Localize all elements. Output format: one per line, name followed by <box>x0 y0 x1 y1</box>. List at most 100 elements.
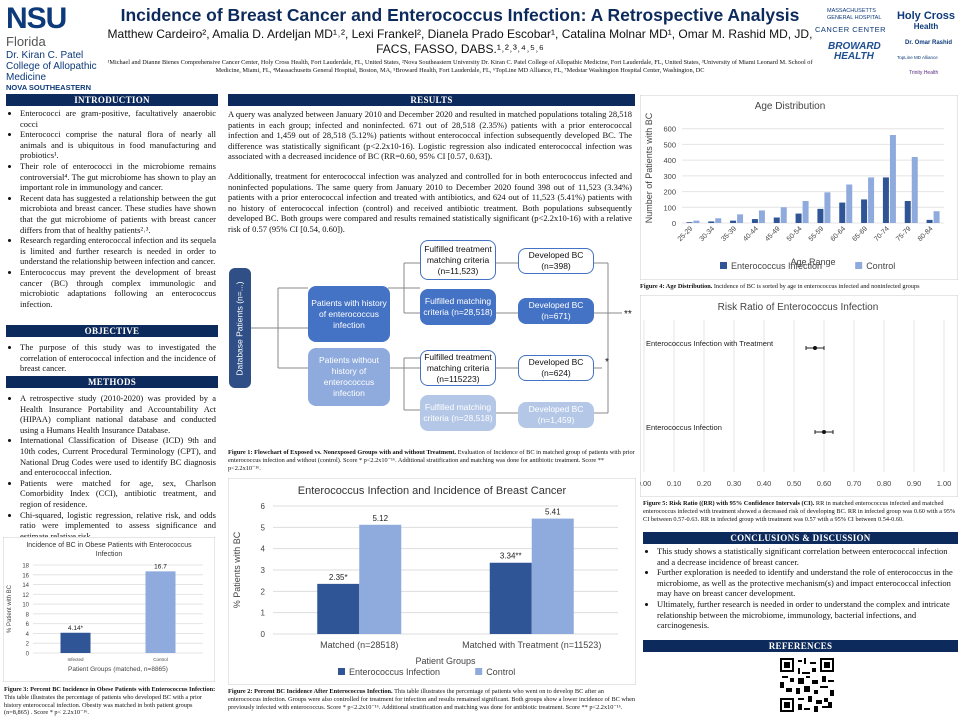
results-heading: RESULTS <box>228 94 635 106</box>
list-item: The purpose of this study was to investi… <box>20 342 216 374</box>
chart-title: Infection <box>96 551 123 558</box>
y-tick-label: 14 <box>22 583 29 589</box>
chart-frame <box>640 95 958 280</box>
legend-label: Control <box>486 667 515 677</box>
y-tick-label: 6 <box>261 502 266 511</box>
flow-bc1-node: Developed BC (n=398) <box>518 248 594 274</box>
data-label: 3.34** <box>500 552 522 561</box>
legend-swatch <box>475 668 483 675</box>
bar <box>882 177 889 223</box>
x-tick-label: 0.80 <box>877 479 892 488</box>
y-tick-label: 100 <box>663 203 676 212</box>
bar <box>802 201 809 223</box>
fig5-caption: Figure 5: Risk Ratio ((RR) with 95% Conf… <box>643 500 957 523</box>
references-heading: REFERENCES <box>643 640 958 652</box>
conclusions-heading: CONCLUSIONS & DISCUSSION <box>643 532 958 544</box>
broward-health: HEALTH <box>834 51 874 62</box>
college-name: Dr. Kiran C. Patel College of Allopathic… <box>6 50 97 83</box>
y-tick-label: Enterococcus Infection <box>646 423 722 432</box>
fig1-caption-text: Evaluation of Incidence of BC in matched… <box>228 449 635 472</box>
bar <box>817 208 824 223</box>
flow-bc4-node: Developed BC (n=1,459) <box>518 402 594 428</box>
topline-name: TopLine MD Alliance <box>897 55 938 60</box>
fig3-caption-title: Figure 3: Percent BC Incidence in Obese … <box>4 686 216 693</box>
poster-authors: Matthew Cardeiro², Amalia D. Ardeljan MD… <box>107 27 813 56</box>
x-tick-label: 0.40 <box>757 479 772 488</box>
fig4-chart: Age Distribution 0 100 200 300 400 500 600 Numbe… <box>640 95 958 280</box>
y-tick-label: 12 <box>22 593 29 599</box>
x-axis-label: Age Range <box>790 257 835 267</box>
y-tick-label: 8 <box>26 612 30 618</box>
fig4-caption-text: Incidence of BC is sorted by age in ente… <box>712 283 920 290</box>
y-tick-label: 400 <box>663 156 676 165</box>
x-tick-label: 0.70 <box>847 479 862 488</box>
list-item: Enterococcus may prevent the development… <box>20 267 216 309</box>
x-tick-label: Infected <box>67 657 84 662</box>
poster-title: Incidence of Breast Cancer and Enterococ… <box>120 5 800 25</box>
list-item: Patients were matched for age, sex, Char… <box>20 478 216 510</box>
y-tick-label: Enterococcus Infection with Treatment <box>646 339 774 348</box>
list-item: Chi-squared, logistic regression, relati… <box>20 510 216 542</box>
flow-match-top-node: Fulfilled matching criteria (n=28,518) <box>420 289 496 325</box>
objective-bullets: The purpose of this study was to investi… <box>6 342 216 374</box>
fig4-caption: Figure 4: Age Distribution. Incidence of… <box>640 283 958 291</box>
flow-database-node: Database Patients (n=...) <box>229 268 251 388</box>
y-tick-label: 6 <box>26 622 30 628</box>
y-axis-label: % Patients with BC <box>232 531 242 608</box>
objective-heading: OBJECTIVE <box>6 325 218 337</box>
x-axis-label: Patient Groups (matched, n=8865) <box>68 666 168 673</box>
bar <box>715 218 722 223</box>
flow-bc3-node: Developed BC (n=624) <box>518 355 594 381</box>
x-axis-label: Patient Groups <box>415 656 476 666</box>
chart-title: Enterococcus Infection and Incidence of … <box>298 485 567 497</box>
flow-significance-double: ** <box>624 309 632 320</box>
bar <box>911 157 918 223</box>
bar <box>737 214 744 223</box>
fig2-caption-title: Figure 2: Percent BC Incidence After Ent… <box>228 688 393 695</box>
chart-title: Incidence of BC in Obese Patients with E… <box>26 542 192 549</box>
chart-title: Age Distribution <box>755 101 826 112</box>
mgh-cancer-center: CANCER CENTER <box>815 25 887 34</box>
y-tick-label: 4 <box>261 545 266 554</box>
flow-significance-single: * <box>605 357 609 368</box>
x-tick-label: 0.20 <box>697 479 712 488</box>
legend-label: Enterococcus Infection <box>731 261 822 271</box>
fig3-caption: Figure 3: Percent BC Incidence in Obese … <box>4 686 216 717</box>
legend-swatch <box>338 668 345 675</box>
list-item: Research regarding enterococcal infectio… <box>20 235 216 267</box>
mgh-name: MASSACHUSETTS GENERAL HOSPITAL <box>827 8 882 21</box>
flowchart-connectors: ** * <box>250 262 632 414</box>
bar <box>60 632 91 653</box>
x-tick-label: 0.50 <box>787 479 802 488</box>
rashid-name: Dr. Omar Rashid <box>905 40 953 46</box>
y-axis-label: % Patient with BC <box>7 584 13 633</box>
flow-database-label: Database Patients (n=...) <box>234 280 245 376</box>
methods-bullets: A retrospective study (2010-2020) was pr… <box>6 393 216 541</box>
flow-exposed-node: Patients with history of enterococcus in… <box>308 286 390 342</box>
y-tick-label: 3 <box>261 566 266 575</box>
fig5-caption-title: Figure 5: Risk Ratio ((RR) with 95% Conf… <box>643 500 815 507</box>
bar <box>317 583 360 634</box>
x-tick-label: 0.90 <box>907 479 922 488</box>
bar <box>708 221 715 223</box>
y-tick-label: 200 <box>663 188 676 197</box>
y-tick-label: 0 <box>26 652 30 658</box>
y-tick-label: 600 <box>663 125 676 134</box>
x-tick-label: 0.10 <box>667 479 682 488</box>
references-qr-code[interactable] <box>778 656 836 714</box>
x-tick-label: 0.30 <box>727 479 742 488</box>
intro-heading: INTRODUCTION <box>6 94 218 106</box>
y-tick-label: 300 <box>663 172 676 181</box>
bar <box>868 177 875 223</box>
fig5-caption-text: RR in matched enterococcus infected and … <box>643 500 956 523</box>
bar <box>861 199 868 223</box>
fig5-chart: Risk Ratio of Enterococcus Infection 0.00… <box>640 295 958 497</box>
bar <box>795 213 802 223</box>
fig4-caption-title: Figure 4: Age Distribution. <box>640 283 713 290</box>
bar <box>780 207 787 223</box>
x-tick-label: Control <box>153 657 168 662</box>
legend-label: Control <box>866 261 895 271</box>
fig2-chart: Enterococcus Infection and Incidence of … <box>228 478 636 685</box>
data-label: 2.35* <box>329 573 348 582</box>
list-item: Ultimately, further research is needed i… <box>657 599 955 631</box>
